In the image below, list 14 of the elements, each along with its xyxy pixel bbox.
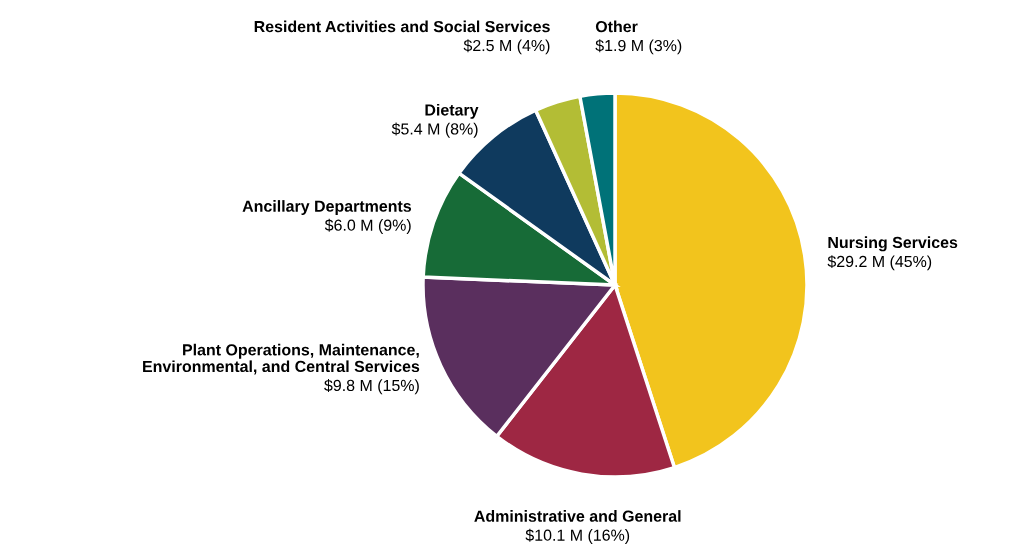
slice-label: Other — [595, 20, 638, 33]
data-label: $6.0 M (9%) — [324, 218, 411, 234]
data-label: $10.1 M (16%) — [525, 528, 630, 544]
data-label: $5.4 M (8%) — [391, 122, 478, 138]
slice-label: Nursing Services — [828, 236, 958, 252]
slice-label: Resident Activities and Social Services — [254, 20, 550, 33]
data-label: $2.5 M (4%) — [463, 39, 550, 55]
slice-label: Dietary — [425, 103, 479, 119]
slice-label: Administrative and General — [474, 510, 681, 522]
data-label: $1.9 M (3%) — [595, 39, 682, 55]
data-label: $29.2 M (45%) — [827, 255, 932, 271]
data-label: $9.8 M (15%) — [324, 379, 419, 395]
slice-label: Plant Operations, Maintenance, Environmental, and Central Services — [143, 343, 420, 375]
slice-label: Ancillary Departments — [242, 200, 412, 215]
